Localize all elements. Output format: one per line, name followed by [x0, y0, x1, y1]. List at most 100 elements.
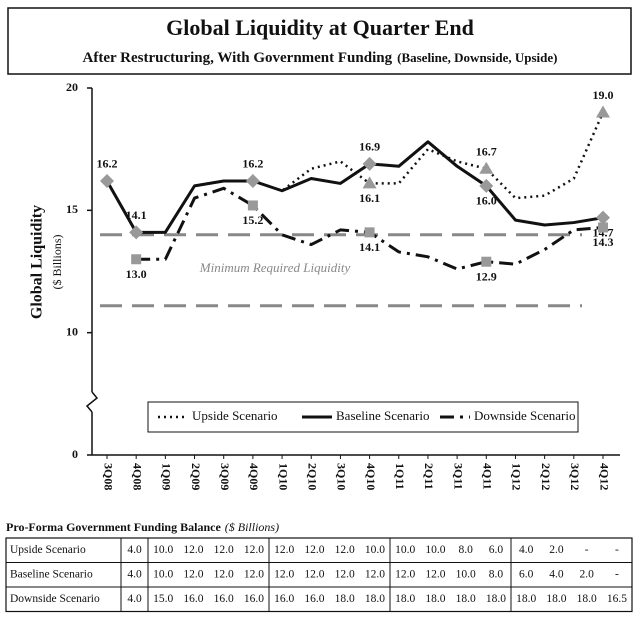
x-tick-label: 3Q08	[101, 463, 115, 490]
data-label: 15.2	[242, 213, 263, 227]
table-cell: 12.0	[274, 544, 294, 556]
chart-subtitle: After Restructuring, With Government Fun…	[83, 50, 558, 66]
table-cell: 18.0	[365, 593, 385, 605]
table-border	[5, 537, 633, 613]
data-label: 16.0	[476, 194, 497, 208]
table-cell: 18.0	[335, 593, 355, 605]
x-tick-label: 3Q10	[335, 463, 349, 490]
table-cell: 18.0	[577, 593, 597, 605]
legend-box	[147, 401, 579, 433]
table-cell: 15.0	[153, 593, 173, 605]
marker	[481, 256, 492, 267]
table-cell: 12.0	[304, 568, 324, 580]
y-tick-label: 15	[66, 202, 78, 216]
x-tick-label: 2Q10	[305, 463, 319, 490]
table-cell: 10.0	[456, 568, 476, 580]
data-label: 13.0	[126, 267, 147, 281]
table-cell: 12.0	[183, 544, 203, 556]
table-cell: 12.0	[365, 568, 385, 580]
series-line	[105, 140, 604, 234]
marker	[364, 227, 375, 238]
reference-label: Minimum Required Liquidity	[199, 260, 351, 275]
marker	[129, 225, 144, 240]
table-cell: 10.0	[153, 568, 173, 580]
marker	[131, 254, 142, 265]
x-tick-label: 2Q09	[189, 463, 203, 490]
x-tick-label: 1Q12	[510, 463, 524, 490]
table-cell: Upside Scenario	[10, 544, 86, 556]
marker	[596, 105, 610, 118]
table-cell: 12.0	[244, 544, 264, 556]
y-tick-label: 0	[72, 447, 78, 461]
x-tick-label: 2Q11	[422, 463, 436, 490]
table-cell: 6.0	[519, 568, 534, 580]
marker	[247, 200, 258, 211]
table-cell: 18.0	[486, 593, 506, 605]
x-tick-label: 1Q11	[393, 463, 407, 490]
table-cell: 4.0	[127, 568, 142, 580]
header-box	[7, 7, 632, 75]
data-label: 14.3	[593, 235, 614, 249]
table-cell: 16.0	[304, 593, 324, 605]
x-tick-label: 4Q08	[130, 463, 144, 490]
table-cell: 2.0	[549, 544, 564, 556]
x-tick-label: 4Q12	[597, 463, 611, 490]
table-cell: 18.0	[425, 593, 445, 605]
table-cell: 12.0	[425, 568, 445, 580]
table-cell: 18.0	[395, 593, 415, 605]
axis-break	[85, 391, 99, 413]
table-cell: -	[615, 568, 619, 580]
table-cell: 16.5	[607, 593, 627, 605]
y-axis-unit: ($ Billions)	[50, 234, 64, 289]
x-tick-label: 3Q11	[451, 463, 465, 490]
table-cell: Downside Scenario	[10, 593, 100, 605]
x-tick-label: 1Q10	[276, 463, 290, 490]
table-cell: -	[615, 544, 619, 556]
table-cell: 16.0	[274, 593, 294, 605]
marker	[245, 173, 260, 188]
x-tick-label: 3Q09	[218, 463, 232, 490]
marker	[362, 156, 377, 171]
table-title: Pro-Forma Government Funding Balance ($ B…	[6, 520, 279, 534]
x-tick-label: 4Q11	[481, 463, 495, 490]
table-title-text: Pro-Forma Government Funding Balance	[6, 520, 221, 534]
table-unit: ($ Billions)	[225, 520, 279, 534]
table-cell: -	[585, 544, 589, 556]
table-cell: 2.0	[579, 568, 594, 580]
table-cell: 8.0	[458, 544, 473, 556]
table-cell: Baseline Scenario	[10, 568, 93, 580]
table-cell: 12.0	[214, 568, 234, 580]
legend-label: Downside Scenario	[474, 408, 575, 423]
table-cell: 4.0	[127, 544, 142, 556]
table-cell: 18.0	[516, 593, 536, 605]
data-label: 16.9	[359, 140, 380, 154]
x-tick-label: 4Q09	[247, 463, 261, 490]
subtitle-note: (Baseline, Downside, Upside)	[397, 50, 557, 65]
table-cell: 12.0	[244, 568, 264, 580]
data-label: 19.0	[593, 88, 614, 102]
marker	[479, 161, 494, 174]
y-axis-label: Global Liquidity	[29, 205, 46, 319]
table-cell: 4.0	[549, 568, 564, 580]
table-cell: 16.0	[183, 593, 203, 605]
subtitle: After Restructuring, With Government Fun…	[83, 50, 393, 66]
data-label: 12.9	[476, 269, 497, 283]
table-cell: 12.0	[395, 568, 415, 580]
y-tick-label: 20	[66, 80, 78, 94]
table-cell: 8.0	[489, 568, 504, 580]
table-cell: 10.0	[365, 544, 385, 556]
data-label: 16.2	[97, 157, 118, 171]
data-label: 16.7	[476, 144, 497, 158]
table-cell: 12.0	[214, 544, 234, 556]
marker	[362, 176, 377, 189]
y-tick-label: 10	[66, 324, 78, 338]
marker	[598, 222, 608, 233]
table-cell: 6.0	[489, 544, 504, 556]
table-cell: 10.0	[153, 544, 173, 556]
table-cell: 16.0	[244, 593, 264, 605]
table-cell: 16.0	[214, 593, 234, 605]
table-cell: 18.0	[546, 593, 566, 605]
x-tick-label: 4Q10	[364, 463, 378, 490]
marker	[596, 210, 610, 225]
